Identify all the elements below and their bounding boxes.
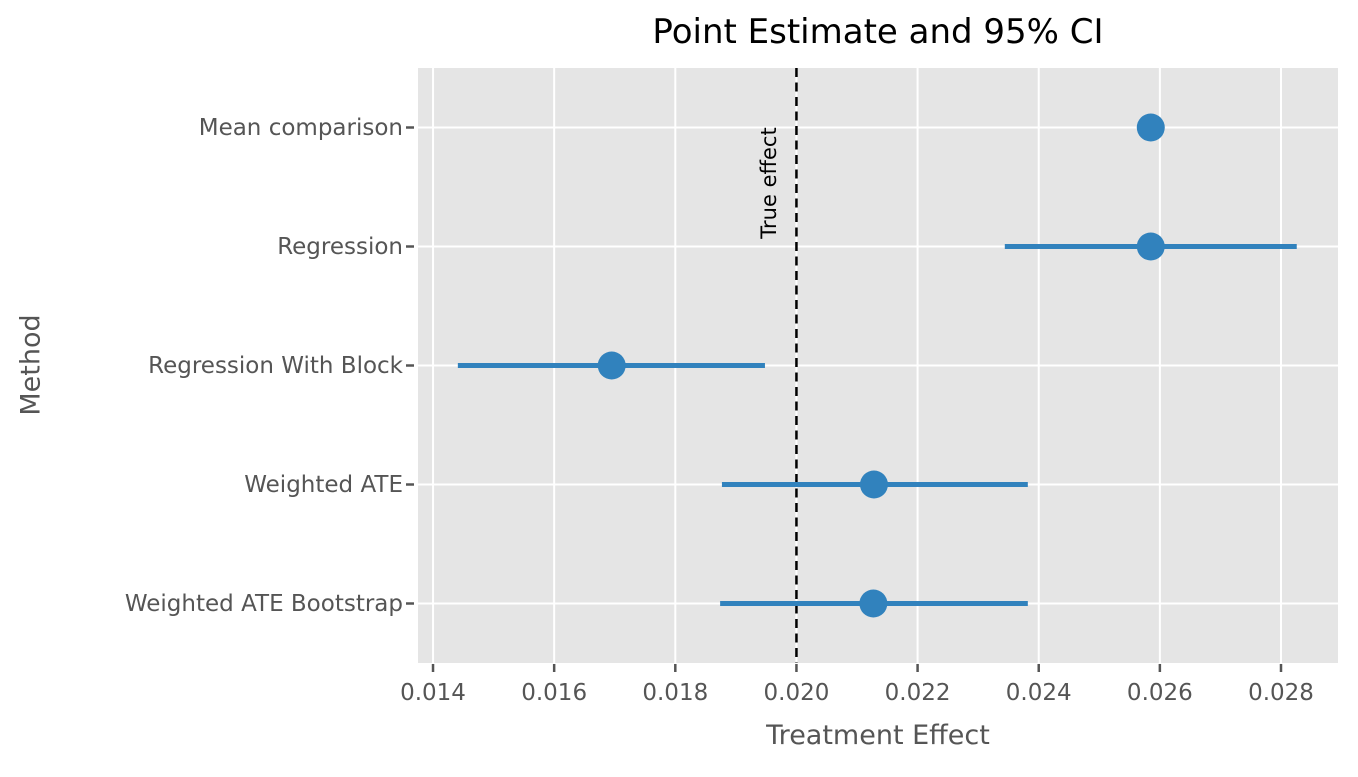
x-tick-label: 0.018 [642,680,709,706]
x-tick-label: 0.016 [521,680,588,706]
x-axis-label: Treatment Effect [766,720,990,751]
x-tick-label: 0.020 [763,680,830,706]
y-axis-label: Method [15,314,47,416]
y-category-label: Regression With Block [148,352,403,379]
x-tick-label: 0.014 [400,680,466,706]
true-effect-annotation: True effect [757,127,782,239]
point-estimate-marker [597,351,626,380]
y-category-label: Regression [277,233,403,260]
point-estimate-marker [859,589,888,618]
y-category-label: Mean comparison [198,114,403,141]
x-tick-label: 0.024 [1005,680,1072,706]
y-category-label: Weighted ATE Bootstrap [124,590,403,617]
x-tick-label: 0.026 [1126,680,1193,706]
point-estimate-marker [859,470,888,499]
point-estimate-marker [1136,113,1165,142]
chart-title: Point Estimate and 95% CI [652,12,1104,52]
point-estimate-marker [1136,232,1165,261]
y-category-label: Weighted ATE [244,471,403,498]
x-tick-label: 0.022 [884,680,951,706]
x-tick-label: 0.028 [1248,680,1314,706]
